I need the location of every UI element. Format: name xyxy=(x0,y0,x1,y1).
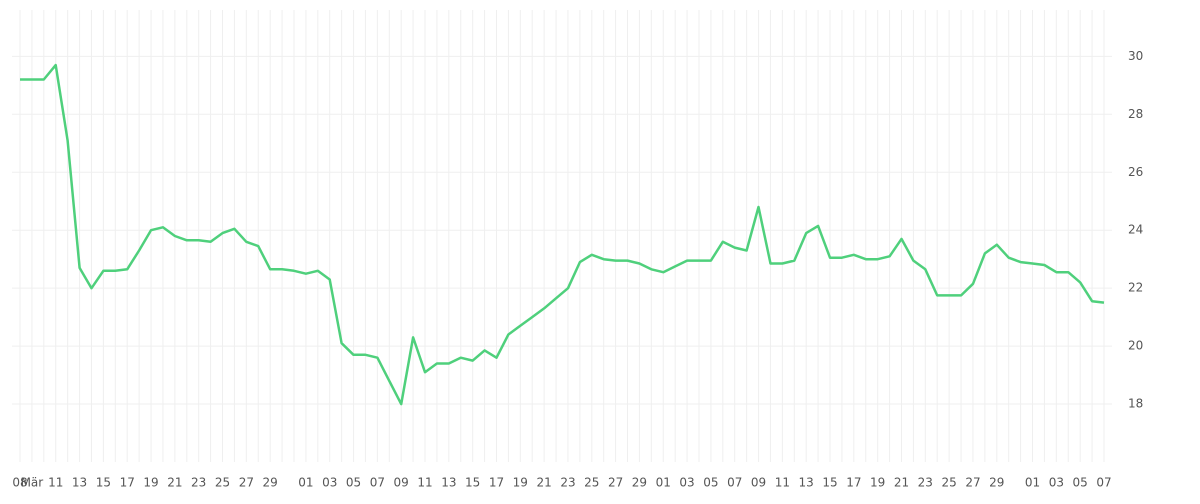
x-tick-label: 11 xyxy=(48,476,63,490)
x-tick-label: 15 xyxy=(96,476,111,490)
x-tick-label: 19 xyxy=(870,476,885,490)
x-tick-label: 25 xyxy=(942,476,957,490)
x-tick-label: 03 xyxy=(679,476,694,490)
x-tick-label: 21 xyxy=(894,476,909,490)
x-tick-label: 03 xyxy=(1049,476,1064,490)
x-tick-label: 27 xyxy=(239,476,254,490)
x-tick-label: 05 xyxy=(703,476,718,490)
x-tick-label: 13 xyxy=(72,476,87,490)
x-tick-label: 17 xyxy=(120,476,135,490)
x-tick-label: 23 xyxy=(191,476,206,490)
x-tick-label: 15 xyxy=(822,476,837,490)
x-tick-label: 01 xyxy=(298,476,313,490)
x-tick-label: 15 xyxy=(465,476,480,490)
x-tick-label: 05 xyxy=(346,476,361,490)
x-tick-label: 23 xyxy=(560,476,575,490)
x-tick-label: Mär xyxy=(21,476,44,490)
x-tick-label: 19 xyxy=(513,476,528,490)
x-tick-label: 13 xyxy=(799,476,814,490)
x-tick-label: 07 xyxy=(1096,476,1111,490)
y-tick-label: 18 xyxy=(1128,397,1143,411)
x-tick-label: 17 xyxy=(846,476,861,490)
y-tick-label: 22 xyxy=(1128,281,1143,295)
y-tick-label: 20 xyxy=(1128,339,1143,353)
x-tick-label: 01 xyxy=(1025,476,1040,490)
x-tick-label: 07 xyxy=(727,476,742,490)
y-tick-label: 30 xyxy=(1128,49,1143,63)
line xyxy=(20,63,1105,406)
y-tick-label: 28 xyxy=(1128,107,1143,121)
x-tick-label: 11 xyxy=(775,476,790,490)
x-tick-label: 05 xyxy=(1073,476,1088,490)
x-tick-label: 17 xyxy=(489,476,504,490)
x-tick-label: 29 xyxy=(989,476,1004,490)
x-tick-label: 09 xyxy=(751,476,766,490)
x-tick-label: 07 xyxy=(370,476,385,490)
x-tick-label: 29 xyxy=(632,476,647,490)
y-tick-label: 24 xyxy=(1128,223,1143,237)
x-tick-label: 27 xyxy=(965,476,980,490)
x-tick-label: 11 xyxy=(417,476,432,490)
x-tick-label: 21 xyxy=(536,476,551,490)
x-tick-label: 19 xyxy=(143,476,158,490)
x-tick-label: 08 xyxy=(12,476,27,490)
x-tick-label: 27 xyxy=(608,476,623,490)
x-tick-label: 29 xyxy=(263,476,278,490)
x-tick-label: 25 xyxy=(215,476,230,490)
y-tick-label: 26 xyxy=(1128,165,1143,179)
x-tick-label: 23 xyxy=(918,476,933,490)
x-tick-label: 13 xyxy=(441,476,456,490)
x-tick-label: 21 xyxy=(167,476,182,490)
x-tick-label: 01 xyxy=(656,476,671,490)
x-tick-label: 09 xyxy=(394,476,409,490)
x-tick-label: 03 xyxy=(322,476,337,490)
x-tick-label: 25 xyxy=(584,476,599,490)
